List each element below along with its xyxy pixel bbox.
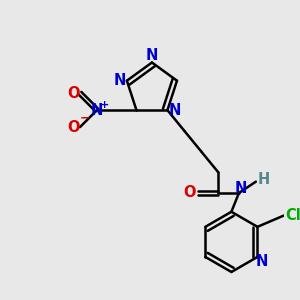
Text: H: H <box>257 172 269 187</box>
Text: O: O <box>184 185 196 200</box>
Text: Cl: Cl <box>285 208 300 223</box>
Text: N: N <box>113 73 125 88</box>
Text: −: − <box>80 111 90 124</box>
Text: N: N <box>91 103 103 118</box>
Text: O: O <box>67 86 80 101</box>
Text: +: + <box>100 100 109 110</box>
Text: N: N <box>146 48 158 63</box>
Text: N: N <box>256 254 268 269</box>
Text: N: N <box>235 181 247 196</box>
Text: O: O <box>67 120 80 135</box>
Text: N: N <box>169 103 181 118</box>
